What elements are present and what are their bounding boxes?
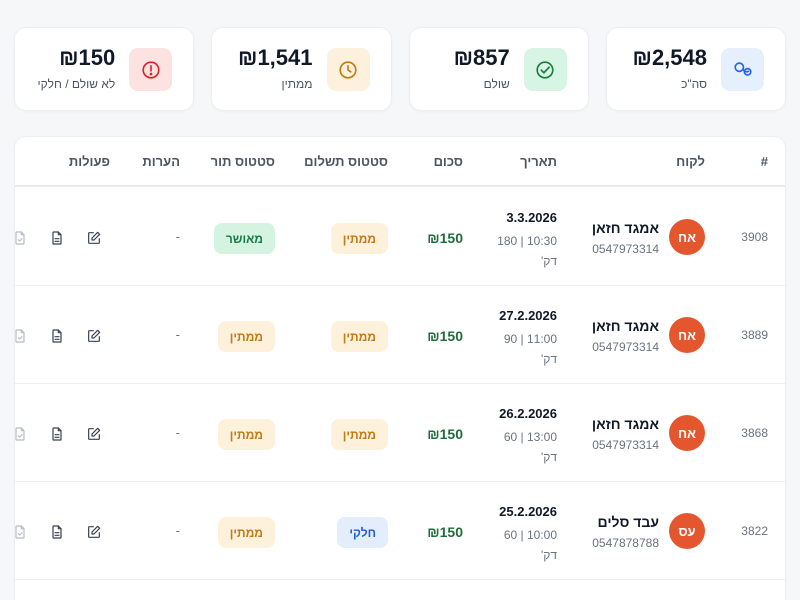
header-date[interactable]: תאריך <box>520 154 557 169</box>
notes: - <box>175 327 180 342</box>
appointment-date: 25.2.2026 <box>499 504 557 519</box>
amount: ₪150 <box>427 524 463 540</box>
document-icon[interactable] <box>49 426 65 442</box>
document-icon[interactable] <box>49 328 65 344</box>
header-payment-status[interactable]: סטטוס תשלום <box>304 154 388 169</box>
appointment-status-badge[interactable]: ממתין <box>217 321 275 352</box>
stat-card-unpaid: ₪150 לא שולם / חלקי <box>14 27 195 111</box>
appointments-table: # לקוח תאריך סכום סטטוס תשלום סטטוס תור … <box>14 136 786 600</box>
table-row[interactable]: 3889 אח אמגד חזאן 0547973314 27.2.2026 1… <box>15 286 785 384</box>
avatar: אח <box>669 219 705 255</box>
customer-phone: 0547878788 <box>592 536 659 550</box>
table-row[interactable]: 3908 אח אמגד חזאן 0547973314 3.3.2026 10… <box>15 188 785 286</box>
row-id: 3908 <box>741 230 768 244</box>
payment-status-badge[interactable]: ממתין <box>330 419 388 450</box>
avatar: אח <box>669 317 705 353</box>
customer-name[interactable]: אמגד חזאן <box>591 220 659 236</box>
stat-card-pending: ₪1,541 ממתין <box>211 27 392 111</box>
row-id: 3822 <box>741 524 768 538</box>
stat-card-total: ₪2,548 סה"כ <box>605 27 786 111</box>
payment-status-badge[interactable]: ממתין <box>330 223 388 254</box>
customer-phone: 0547973314 <box>592 340 659 354</box>
customer-name[interactable]: אמגד חזאן <box>591 416 659 432</box>
appointment-date: 3.3.2026 <box>506 210 557 225</box>
header-customer[interactable]: לקוח <box>676 154 705 169</box>
document-icon[interactable] <box>49 230 65 246</box>
file-check-icon[interactable] <box>15 328 28 344</box>
stat-label: לא שולם / חלקי <box>37 77 116 91</box>
customer-phone: 0547973314 <box>592 242 659 256</box>
payment-status-badge[interactable]: ממתין <box>330 321 388 352</box>
payment-status-badge[interactable]: חלקי <box>337 517 388 548</box>
clock-icon <box>326 48 370 91</box>
appointment-status-badge[interactable]: ממתין <box>217 419 275 450</box>
appointment-time-duration: 11:00 | 90 דק' <box>503 332 557 366</box>
alert-circle-icon <box>129 48 173 91</box>
appointment-time-duration: 10:30 | 180 דק' <box>497 234 557 268</box>
stat-value: ₪857 <box>453 45 510 70</box>
appointment-status-badge[interactable]: ממתין <box>217 517 275 548</box>
stat-value: ₪150 <box>59 45 116 70</box>
appointment-date: 27.2.2026 <box>499 308 557 323</box>
stat-value: ₪2,548 <box>632 45 708 70</box>
row-id: 3889 <box>741 328 768 342</box>
coins-icon <box>721 48 764 91</box>
appointment-date: 26.2.2026 <box>499 406 557 421</box>
notes: - <box>175 523 180 538</box>
check-circle-icon <box>523 48 567 91</box>
document-icon[interactable] <box>49 524 65 540</box>
header-id[interactable]: # <box>760 154 768 169</box>
amount: ₪150 <box>427 328 463 344</box>
notes: - <box>175 425 180 440</box>
customer-name[interactable]: אמגד חזאן <box>591 318 659 334</box>
customer-name[interactable]: עבד סלים <box>597 514 659 530</box>
amount: ₪150 <box>427 230 463 246</box>
table-row[interactable]: 3822 עס עבד סלים 0547878788 25.2.2026 10… <box>15 482 785 580</box>
table-row[interactable]: 3868 אח אמגד חזאן 0547973314 26.2.2026 1… <box>15 384 785 482</box>
header-notes: הערות <box>142 154 180 169</box>
appointment-status-badge[interactable]: מאושר <box>213 223 275 254</box>
stat-label: סה"כ <box>681 77 707 91</box>
table-header: # לקוח תאריך סכום סטטוס תשלום סטטוס תור … <box>15 137 785 187</box>
file-check-icon[interactable] <box>15 426 28 442</box>
edit-icon[interactable] <box>86 426 102 442</box>
stat-card-paid: ₪857 שולם <box>408 27 589 111</box>
header-amount[interactable]: סכום <box>433 154 463 169</box>
stat-value: ₪1,541 <box>238 45 313 70</box>
appointment-time-duration: 10:00 | 60 דק' <box>503 528 557 562</box>
header-appointment-status[interactable]: סטטוס תור <box>210 154 275 169</box>
stat-label: שולם <box>483 77 510 91</box>
amount: ₪150 <box>427 426 463 442</box>
file-check-icon[interactable] <box>15 524 28 540</box>
avatar: עס <box>669 513 705 549</box>
appointment-time-duration: 13:00 | 60 דק' <box>503 430 557 464</box>
file-check-icon[interactable] <box>15 230 28 246</box>
edit-icon[interactable] <box>86 524 102 540</box>
stat-label: ממתין <box>281 77 313 91</box>
header-actions: פעולות <box>68 154 110 169</box>
customer-phone: 0547973314 <box>592 438 659 452</box>
edit-icon[interactable] <box>86 328 102 344</box>
edit-icon[interactable] <box>86 230 102 246</box>
row-id: 3868 <box>741 426 768 440</box>
stats-bar: ₪2,548 סה"כ ₪857 שולם ₪1,541 ממתין <box>14 27 786 111</box>
notes: - <box>175 229 180 244</box>
avatar: אח <box>669 415 705 451</box>
